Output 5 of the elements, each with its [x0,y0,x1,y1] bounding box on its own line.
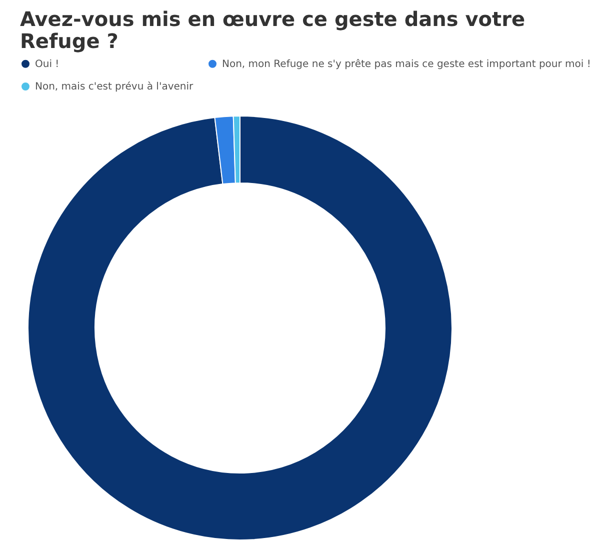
donut-slice [28,116,452,540]
legend-label: Oui ! [35,58,60,70]
legend-label: Non, mon Refuge ne s'y prête pas mais ce geste est important pour moi ! [222,58,591,70]
chart-title: Avez-vous mis en œuvre ce geste dans votre Refuge ? [20,7,526,53]
legend-label: Non, mais c'est prévu à l'avenir [35,82,194,92]
